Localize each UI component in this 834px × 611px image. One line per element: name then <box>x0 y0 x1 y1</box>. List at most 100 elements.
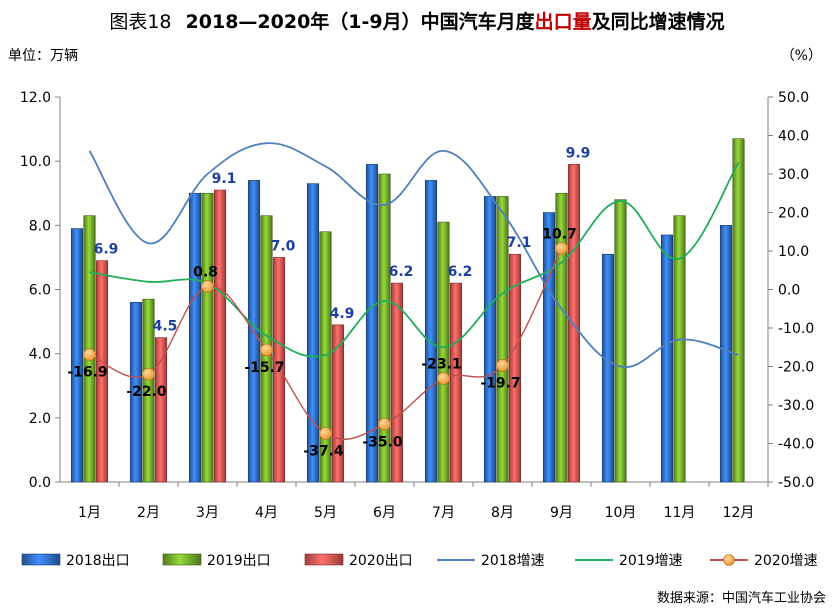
bar-2019出口 <box>673 215 686 483</box>
marker-2020增速 <box>83 348 96 361</box>
bars-layer <box>70 138 745 483</box>
growth-2020-data-label: -23.1 <box>421 356 461 372</box>
bar-2019出口 <box>437 221 450 483</box>
legend-label: 2020出口 <box>349 553 413 569</box>
right-axis-unit: （%） <box>781 48 822 64</box>
bar-2020出口 <box>567 164 581 483</box>
legend-label: 2020增速 <box>754 553 818 569</box>
left-tick-label: 6.0 <box>29 283 51 299</box>
x-tick-label: 2月 <box>137 505 160 521</box>
bar-2020-data-label: 7.1 <box>507 235 532 251</box>
legend-swatch <box>21 553 61 566</box>
legend-marker <box>723 554 735 566</box>
bar-2019出口 <box>201 192 214 483</box>
x-tick-label: 7月 <box>432 505 455 521</box>
bar-2020出口 <box>331 324 345 483</box>
x-tick-label: 11月 <box>664 505 696 521</box>
marker-2020增速 <box>201 280 214 293</box>
bar-2020出口 <box>449 282 463 483</box>
title-main-b: 及同比增速情况 <box>592 10 725 33</box>
bar-2020-data-label: 7.0 <box>271 238 296 254</box>
bar-2018出口 <box>424 180 438 483</box>
legend-swatch <box>304 553 344 566</box>
right-tick-label: 0.0 <box>778 283 800 299</box>
x-tick-label: 9月 <box>550 505 573 521</box>
x-tick-label: 8月 <box>491 505 514 521</box>
growth-2020-data-label: -35.0 <box>362 434 403 450</box>
bar-2018出口 <box>306 183 320 483</box>
legend-label: 2019增速 <box>619 553 683 569</box>
legend: 2018出口 2019出口 2020出口 2018增速 2019增速 2020增速 <box>21 553 818 569</box>
bar-2018出口 <box>719 225 733 483</box>
title-highlight: 出口量 <box>535 10 592 33</box>
left-tick-label: 0.0 <box>29 475 51 491</box>
bar-2019出口 <box>614 199 627 483</box>
marker-2020增速 <box>319 427 332 440</box>
bar-2018出口 <box>129 302 143 483</box>
bar-2020-data-label: 4.5 <box>153 319 178 335</box>
axes-layer: 0.0 2.0 4.0 6.0 8.0 10.0 12.0 -50.0 -40.0 -30.0 -2… <box>20 90 814 521</box>
bar-2019出口 <box>378 173 391 483</box>
bar-2018出口 <box>70 228 84 483</box>
bar-2018出口 <box>188 192 202 483</box>
bar-2020出口 <box>508 253 522 483</box>
x-tick-label: 3月 <box>196 505 219 521</box>
title-prefix: 图表18 <box>109 11 171 33</box>
bar-2018出口 <box>365 164 379 483</box>
labels-layer: 6.9 4.5 9.1 7.0 4.9 6.2 6.2 7.1 9.9 -16.9 -22.0 0.8… <box>67 145 590 459</box>
x-tick-label: 10月 <box>605 505 637 521</box>
title-main-a: 2018—2020年（1-9月）中国汽车月度 <box>186 10 536 33</box>
marker-2020增速 <box>378 417 391 431</box>
x-tick-label: 12月 <box>723 505 755 521</box>
legend-label: 2018增速 <box>481 553 545 569</box>
bar-2020-data-label: 6.2 <box>448 264 473 280</box>
bar-2018出口 <box>542 212 556 483</box>
right-tick-label: 10.0 <box>778 244 809 260</box>
right-tick-label: 20.0 <box>778 206 809 222</box>
bar-2019出口 <box>142 298 155 483</box>
bar-2018出口 <box>483 196 497 483</box>
bar-2020-data-label: 4.9 <box>330 306 355 322</box>
growth-2020-data-label: 0.8 <box>193 264 218 280</box>
left-tick-label: 8.0 <box>29 218 51 234</box>
left-tick-label: 4.0 <box>29 347 51 363</box>
bar-2019出口 <box>496 196 509 483</box>
growth-2020-data-label: -22.0 <box>126 384 167 400</box>
growth-2020-data-label: -37.4 <box>303 443 344 459</box>
right-tick-label: -30.0 <box>778 398 814 414</box>
bar-2019出口 <box>732 138 745 483</box>
x-tick-label: 6月 <box>373 505 396 521</box>
right-tick-label: 30.0 <box>778 167 809 183</box>
marker-2020增速 <box>260 343 273 357</box>
bar-2019出口 <box>555 192 568 483</box>
right-tick-label: -50.0 <box>778 475 814 491</box>
marker-2020增速 <box>437 372 450 385</box>
lines-layer <box>83 142 740 440</box>
source-note: 数据来源：中国汽车工业协会 <box>657 590 826 606</box>
left-tick-label: 2.0 <box>29 411 51 427</box>
growth-2020-data-label: -19.7 <box>480 375 520 391</box>
marker-2020增速 <box>555 242 568 255</box>
x-tick-label: 4月 <box>255 505 278 521</box>
bar-2018出口 <box>660 234 674 483</box>
line-2018增速 <box>88 142 739 369</box>
bar-2020出口 <box>95 260 109 483</box>
x-tick-label: 1月 <box>78 505 101 521</box>
legend-swatch <box>162 553 202 566</box>
marker-2020增速 <box>496 359 509 372</box>
marker-2020增速 <box>142 367 155 381</box>
left-tick-label: 10.0 <box>20 154 51 170</box>
legend-label: 2019出口 <box>207 553 271 569</box>
bar-2020出口 <box>154 337 168 483</box>
bar-2020出口 <box>213 189 227 483</box>
line-2019增速 <box>89 161 740 358</box>
bar-2020-data-label: 9.9 <box>566 145 591 161</box>
left-tick-label: 12.0 <box>20 90 51 106</box>
growth-2020-data-label: 10.7 <box>542 226 577 242</box>
bar-2020-data-label: 9.1 <box>212 171 237 187</box>
bar-2020出口 <box>272 257 286 483</box>
right-tick-label: -20.0 <box>778 360 814 376</box>
chart-title: 图表18 2018—2020年（1-9月）中国汽车月度出口量及同比增速情况 <box>109 10 724 33</box>
